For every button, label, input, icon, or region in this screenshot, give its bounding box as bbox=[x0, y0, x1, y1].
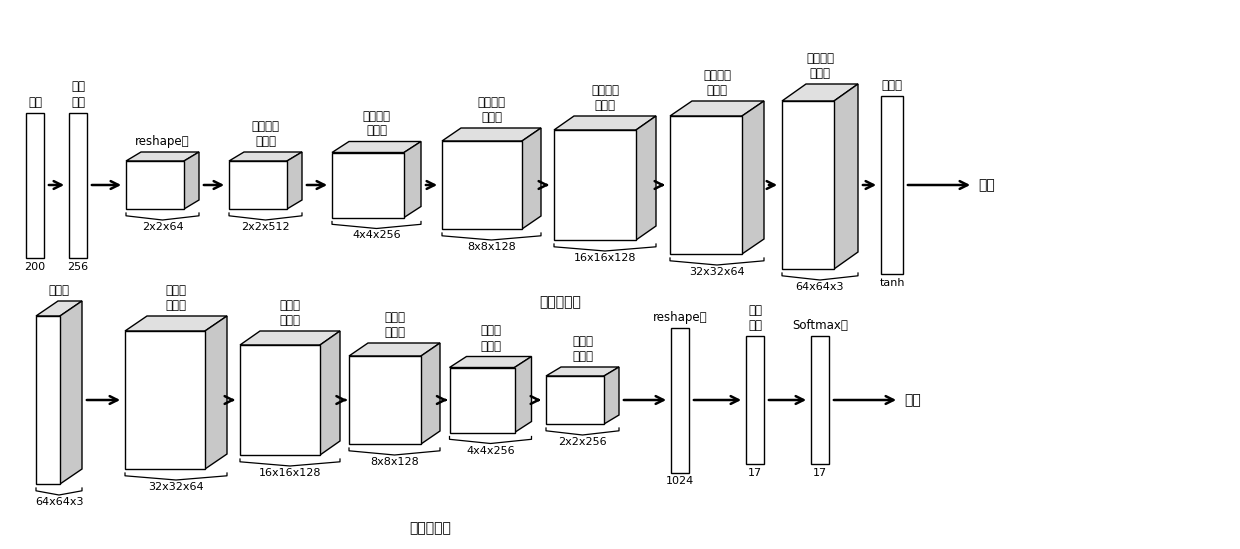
Polygon shape bbox=[782, 84, 858, 101]
Bar bbox=[880, 96, 903, 274]
Text: 激活层: 激活层 bbox=[882, 79, 903, 92]
Text: 第一个
卷积层: 第一个 卷积层 bbox=[165, 284, 186, 312]
Bar bbox=[554, 130, 636, 240]
Bar bbox=[125, 331, 205, 469]
Bar bbox=[332, 153, 404, 217]
Text: 8x8x128: 8x8x128 bbox=[467, 242, 516, 252]
Polygon shape bbox=[404, 142, 422, 217]
Polygon shape bbox=[36, 301, 82, 316]
Text: 生成器网络: 生成器网络 bbox=[539, 295, 580, 309]
Text: 2x2x512: 2x2x512 bbox=[242, 222, 290, 232]
Text: 第二个
卷积层: 第二个 卷积层 bbox=[279, 299, 300, 327]
Text: 判别器网络: 判别器网络 bbox=[409, 521, 451, 535]
Text: reshape层: reshape层 bbox=[652, 311, 707, 323]
Text: 2x2x256: 2x2x256 bbox=[558, 437, 606, 447]
Bar bbox=[670, 116, 742, 254]
Text: 4x4x256: 4x4x256 bbox=[466, 445, 515, 456]
Bar bbox=[241, 345, 320, 455]
Text: 全连
接层: 全连 接层 bbox=[748, 304, 763, 332]
Text: 200: 200 bbox=[25, 261, 46, 272]
Bar bbox=[746, 336, 764, 464]
Text: 8x8x128: 8x8x128 bbox=[370, 457, 419, 467]
Text: 第五个
卷积层: 第五个 卷积层 bbox=[572, 335, 593, 363]
Polygon shape bbox=[184, 152, 198, 209]
Polygon shape bbox=[241, 331, 340, 345]
Polygon shape bbox=[205, 316, 227, 469]
Polygon shape bbox=[554, 116, 656, 130]
Text: 1024: 1024 bbox=[666, 477, 694, 486]
Text: 17: 17 bbox=[748, 468, 763, 478]
Text: 第三个反
卷积层: 第三个反 卷积层 bbox=[477, 96, 506, 124]
Bar bbox=[229, 161, 286, 209]
Polygon shape bbox=[286, 152, 303, 209]
Text: 16x16x128: 16x16x128 bbox=[259, 468, 321, 478]
Bar bbox=[671, 328, 689, 473]
Text: 第一个反
卷积层: 第一个反 卷积层 bbox=[252, 120, 279, 148]
Polygon shape bbox=[320, 331, 340, 455]
Text: 17: 17 bbox=[813, 468, 827, 478]
Text: 第四个
卷积层: 第四个 卷积层 bbox=[480, 324, 501, 352]
Bar bbox=[36, 316, 60, 484]
Bar bbox=[811, 336, 830, 464]
Text: 16x16x128: 16x16x128 bbox=[574, 253, 636, 263]
Text: tanh: tanh bbox=[879, 278, 905, 288]
Text: Softmax层: Softmax层 bbox=[792, 319, 848, 332]
Bar bbox=[546, 376, 604, 424]
Polygon shape bbox=[546, 367, 619, 376]
Polygon shape bbox=[449, 356, 532, 367]
Polygon shape bbox=[636, 116, 656, 240]
Text: 32x32x64: 32x32x64 bbox=[149, 482, 203, 492]
Polygon shape bbox=[348, 343, 440, 356]
Text: 第六个反
卷积层: 第六个反 卷积层 bbox=[806, 52, 835, 80]
Polygon shape bbox=[515, 356, 532, 433]
Text: 第五个反
卷积层: 第五个反 卷积层 bbox=[703, 69, 732, 97]
Polygon shape bbox=[229, 152, 303, 161]
Text: 输出: 输出 bbox=[904, 393, 921, 407]
Text: 256: 256 bbox=[67, 261, 88, 272]
Polygon shape bbox=[522, 128, 541, 229]
Bar bbox=[782, 101, 835, 269]
Bar bbox=[69, 113, 87, 257]
Text: 64x64x3: 64x64x3 bbox=[796, 282, 844, 292]
Text: 32x32x64: 32x32x64 bbox=[689, 267, 745, 277]
Polygon shape bbox=[835, 84, 858, 269]
Polygon shape bbox=[604, 367, 619, 424]
Text: reshape层: reshape层 bbox=[135, 135, 190, 148]
Text: 4x4x256: 4x4x256 bbox=[352, 231, 401, 240]
Text: 64x64x3: 64x64x3 bbox=[35, 497, 83, 507]
Text: 2x2x64: 2x2x64 bbox=[141, 222, 184, 232]
Polygon shape bbox=[742, 101, 764, 254]
Bar bbox=[441, 141, 522, 229]
Text: 第二个反
卷积层: 第二个反 卷积层 bbox=[362, 109, 391, 137]
Polygon shape bbox=[332, 142, 422, 153]
Polygon shape bbox=[125, 316, 227, 331]
Bar bbox=[26, 113, 43, 257]
Text: 噪声: 噪声 bbox=[29, 96, 42, 109]
Polygon shape bbox=[422, 343, 440, 444]
Text: 第四个反
卷积层: 第四个反 卷积层 bbox=[591, 84, 619, 112]
Polygon shape bbox=[670, 101, 764, 116]
Polygon shape bbox=[126, 152, 198, 161]
Polygon shape bbox=[441, 128, 541, 141]
Bar bbox=[126, 161, 184, 209]
Text: 全连
接层: 全连 接层 bbox=[71, 81, 86, 109]
Text: 第三个
卷积层: 第三个 卷积层 bbox=[384, 311, 405, 339]
Text: 输出: 输出 bbox=[978, 178, 994, 192]
Polygon shape bbox=[60, 301, 82, 484]
Text: 输入层: 输入层 bbox=[48, 284, 69, 297]
Bar bbox=[449, 367, 515, 433]
Bar bbox=[348, 356, 422, 444]
